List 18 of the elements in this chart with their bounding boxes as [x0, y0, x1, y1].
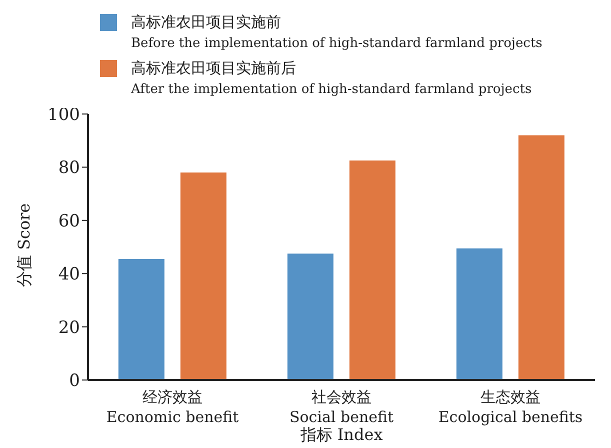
x-tick-label: 经济效益 Economic benefit [106, 388, 239, 426]
y-tick-label: 0 [69, 371, 80, 392]
legend-label: 高标准农田项目实施前后 After the implementation of high-standard farmland projects [131, 58, 532, 99]
bar [118, 258, 164, 380]
bar [180, 172, 226, 380]
y-axis-title: 分值 Score [14, 203, 34, 287]
bar [456, 248, 502, 380]
legend-label: 高标准农田项目实施前 Before the implementation of high-standard farmland projects [131, 12, 542, 53]
x-tick-label: 社会效益 Social benefit [289, 388, 394, 426]
x-tick-label: 生态效益 Ecological benefits [438, 388, 583, 426]
y-tick-label: 60 [58, 211, 80, 232]
bar [518, 135, 564, 380]
bar [349, 160, 396, 380]
bar [287, 254, 334, 380]
y-tick-label: 40 [58, 264, 80, 285]
y-tick-label: 20 [58, 318, 80, 338]
y-tick-label: 80 [58, 158, 80, 178]
x-axis-title: 指标 Index [299, 425, 383, 444]
